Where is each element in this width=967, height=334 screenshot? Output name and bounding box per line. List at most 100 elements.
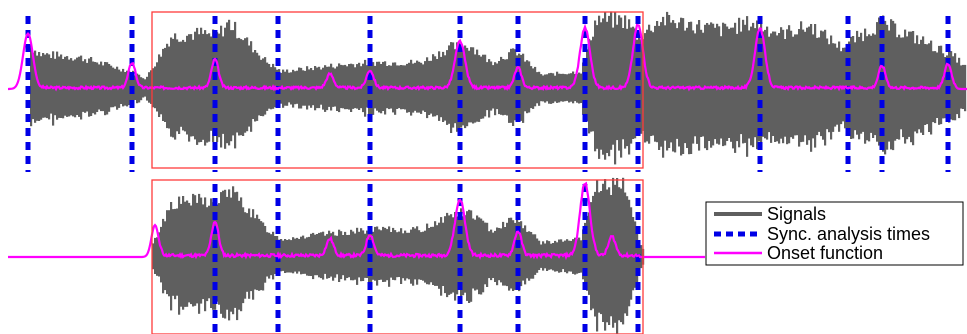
top-signal-column [820,30,823,137]
top-signal-column [760,23,763,148]
top-signal-column [34,50,37,123]
top-signal-column [402,65,405,110]
top-signal-column [406,63,409,113]
bottom-signal-column [152,243,155,270]
top-signal-column [654,25,657,142]
bottom-signal-column [234,192,237,308]
top-signal-column [622,28,625,140]
top-signal-column [166,43,169,129]
top-signal-column [924,44,927,125]
bottom-signal-column [468,209,471,303]
top-signal-column [256,52,259,121]
top-signal-column [84,59,87,113]
bottom-signal-column [590,202,593,311]
top-signal-column [170,37,173,137]
top-signal-column [356,64,359,109]
top-signal-column [218,33,221,138]
top-signal-column [900,37,903,130]
bottom-signal-column [516,217,519,289]
top-signal-column [886,24,889,150]
top-signal-column [796,34,799,136]
bottom-signal-column [240,197,243,312]
top-signal-column [800,21,803,143]
bottom-signal-column [448,215,451,295]
bottom-signal-column [572,239,575,274]
top-signal-column [364,59,367,117]
top-signal-column [580,73,583,103]
top-signal-column [458,42,461,130]
bottom-onset-curve [8,181,705,261]
top-signal-column [652,32,655,136]
top-signal-column [512,48,515,126]
bottom-onset-line [8,181,705,261]
bottom-signal-column [470,210,473,302]
bottom-signal-column [196,202,199,304]
bottom-signal-column [586,215,589,291]
top-signal-column [678,22,681,147]
bottom-signal-column [374,226,377,281]
top-signal-column [884,20,887,155]
bottom-signal-column [592,195,595,309]
top-signal-column [696,24,699,144]
top-signal-column [630,27,633,144]
bottom-signal-column [466,211,469,301]
bottom-signal-column [584,222,587,285]
top-signal-column [196,27,199,145]
top-signal-column [634,28,637,139]
top-signal-column [748,30,751,139]
bottom-signal-column [614,184,617,323]
top-signal-column [162,48,165,121]
bottom-signal-column [578,237,581,273]
bottom-signal-column [628,199,631,307]
bottom-signal-column [160,226,163,283]
top-signal-column [174,33,177,140]
bottom-signal-column [202,204,205,300]
top-signal-column [702,32,705,137]
top-signal-column [442,51,445,122]
top-signal-column [596,25,599,149]
bottom-signal-column [426,223,429,285]
top-signal-column [372,62,375,115]
bottom-signal-column [176,208,179,296]
top-signal-column [726,26,729,141]
bottom-signal-column [464,215,467,293]
bottom-signal-column [416,226,419,285]
top-signal-column [700,29,703,137]
top-signal-column [878,17,881,146]
bottom-signal-column [194,195,197,306]
top-signal-column [610,11,613,150]
top-signal-column [604,12,607,160]
top-signal-column [226,22,229,144]
bottom-signal-column [248,208,251,299]
top-signal-column [644,33,647,143]
top-signal-column [466,47,469,127]
top-signal-column [586,49,589,122]
top-signal-column [950,51,953,120]
bottom-signal-column [206,207,209,302]
top-signal-column [332,67,335,107]
bottom-signal-column [528,231,531,281]
top-signal-column [962,64,965,109]
bottom-signal-column [182,196,185,310]
top-signal-column [780,27,783,139]
top-signal-column [244,38,247,133]
top-signal-column [76,57,79,115]
top-onset-line [8,23,967,92]
bottom-signal-column [156,237,159,276]
top-signal-column [126,70,129,107]
top-signal-column [618,15,621,151]
bottom-signal-column [226,196,229,310]
top-signal-column [808,26,811,141]
top-signal-column [870,35,873,133]
top-signal-column [180,41,183,127]
top-signal-column [712,23,715,146]
top-signal-column [738,17,741,148]
top-signal-column [248,45,251,127]
bottom-signal-column [332,231,335,281]
top-signal-column [744,24,747,143]
bottom-signal-column [454,212,457,301]
bottom-signal-column [366,230,369,278]
top-signal-column [206,34,209,143]
top-signal-column [522,53,525,123]
top-signal-column [490,61,493,111]
